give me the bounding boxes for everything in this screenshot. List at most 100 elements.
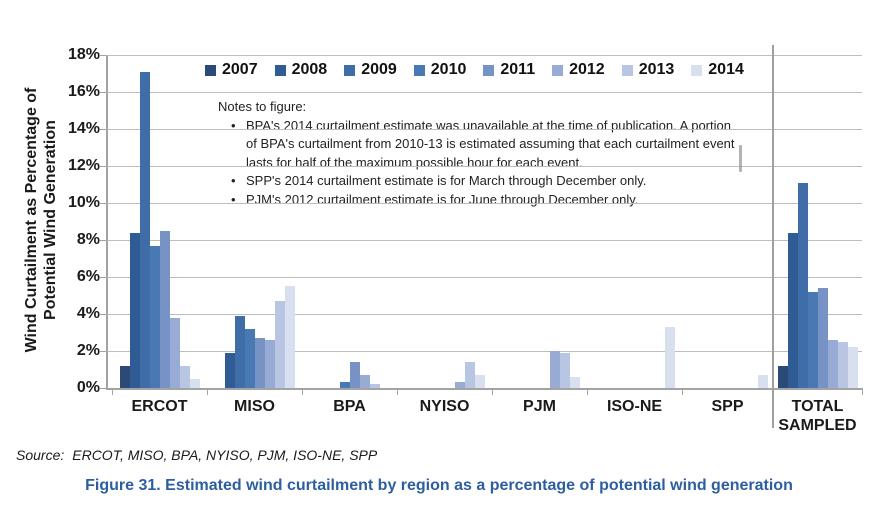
x-axis-label-spp: SPP: [711, 398, 744, 415]
legend-swatch-2010: [413, 64, 425, 76]
region-total-divider-line: [772, 45, 774, 428]
legend-label: 2014: [708, 61, 744, 78]
gridline: [107, 129, 862, 130]
bar-pjm-2013: [559, 352, 570, 388]
legend-item: 2007: [205, 61, 258, 79]
y-axis-tick: [100, 351, 107, 352]
plot-area: 2007 2008 2009 2010 2011 2012 2013 2014 Notes t…: [100, 55, 863, 395]
x-axis-line: [106, 388, 863, 390]
legend-swatch-2008: [274, 64, 286, 76]
bar-nyiso-2013: [464, 362, 475, 388]
x-axis-tick: [302, 390, 303, 395]
y-axis-tick-label: 10%: [67, 194, 100, 211]
legend-swatch-2011: [483, 64, 495, 76]
bar-total-sampled-2011: [817, 288, 828, 388]
bullet-dot-icon: •: [231, 173, 236, 189]
note-bullet: • SPP's 2014 curtailment estimate is for …: [218, 172, 745, 191]
notes-box-edge-artifact: [739, 145, 742, 172]
gridline: [107, 55, 862, 56]
bar-miso-2008: [224, 352, 235, 388]
y-axis-tick-label: 4%: [76, 305, 100, 322]
bar-ercot-2010: [149, 245, 160, 388]
bar-pjm-2012: [549, 351, 560, 388]
gridline: [107, 92, 862, 93]
legend-label: 2007: [222, 61, 258, 78]
x-axis-tick: [862, 390, 863, 395]
bar-total-sampled-2008: [787, 232, 798, 388]
legend-label: 2009: [361, 61, 397, 78]
y-axis-line: [106, 55, 108, 390]
figure-caption: Figure 31. Estimated wind curtailment by…: [85, 477, 793, 494]
y-axis-tick-label: 18%: [67, 46, 100, 63]
gridline: [107, 240, 862, 241]
legend-item: 2011: [483, 61, 535, 79]
bar-total-sampled-2013: [837, 341, 848, 388]
y-axis-tick-label: 14%: [67, 120, 100, 137]
x-axis-label-nyiso: NYISO: [419, 398, 470, 415]
bar-ercot-2009: [139, 71, 150, 388]
bar-bpa-2013: [369, 384, 380, 388]
legend-label: 2010: [430, 61, 467, 78]
legend-item: 2014: [691, 61, 744, 79]
bar-total-sampled-2009: [797, 182, 808, 388]
y-axis-tick: [100, 203, 107, 204]
note-text: BPA's 2014 curtailment estimate was unav…: [246, 117, 735, 170]
bar-miso-2012: [264, 339, 275, 388]
gridline: [107, 351, 862, 352]
x-axis-tick: [587, 390, 588, 395]
gridline: [107, 203, 862, 204]
y-axis-tick-label: 16%: [67, 83, 100, 100]
bullet-dot-icon: •: [231, 191, 236, 207]
legend-item: 2009: [344, 61, 397, 79]
legend-item: 2013: [621, 61, 675, 79]
bar-ercot-2011: [159, 230, 170, 388]
y-axis-tick-label: 6%: [76, 268, 100, 285]
legend-item: 2010: [413, 61, 467, 79]
legend-label: 2008: [291, 61, 328, 78]
notes-title: Notes to figure:: [218, 99, 307, 114]
x-axis-tick: [397, 390, 398, 395]
bar-nyiso-2012: [454, 382, 465, 388]
bar-pjm-2014: [569, 376, 580, 388]
gridline: [107, 277, 862, 278]
x-axis-label-miso: MISO: [234, 398, 275, 415]
y-axis-tick: [100, 314, 107, 315]
bar-total-sampled-2010: [807, 291, 818, 388]
legend-item: 2008: [274, 61, 328, 79]
bar-bpa-2012: [359, 375, 370, 388]
legend-swatch-2009: [344, 64, 356, 76]
bar-bpa-2010: [339, 382, 350, 388]
legend-label: 2013: [638, 61, 675, 78]
legend-swatch-2013: [621, 64, 633, 76]
bar-spp-2014: [757, 375, 768, 388]
bar-nyiso-2014: [474, 375, 485, 388]
gridline: [107, 166, 862, 167]
x-axis-tick: [112, 390, 113, 395]
legend: 2007 2008 2009 2010 2011 2012 2013 2014: [201, 59, 748, 81]
bar-ercot-2007: [119, 365, 130, 388]
y-axis-tick: [100, 388, 107, 389]
x-axis-label-iso-ne: ISO-NE: [606, 398, 663, 415]
y-axis-tick-label: 12%: [67, 157, 100, 174]
bar-ercot-2013: [179, 365, 190, 388]
note-bullet: • PJM's 2012 curtailment estimate is for …: [218, 191, 745, 210]
x-axis-tick: [682, 390, 683, 395]
y-axis-tick-label: 0%: [76, 379, 100, 396]
note-text: PJM's 2012 curtailment estimate is for J…: [246, 191, 639, 207]
source-text: ERCOT, MISO, BPA, NYISO, PJM, ISO-NE, SP…: [72, 447, 378, 463]
bar-total-sampled-2007: [777, 365, 788, 388]
notes-bullet-list: • BPA's 2014 curtailment estimate was una…: [218, 117, 745, 210]
bar-iso-ne-2014: [664, 326, 675, 388]
x-axis-label-bpa: BPA: [333, 398, 366, 415]
x-axis-label-pjm: PJM: [523, 398, 556, 415]
legend-label: 2012: [569, 61, 605, 78]
gridline: [107, 314, 862, 315]
y-axis-tick: [100, 277, 107, 278]
x-axis-tick: [492, 390, 493, 395]
bar-miso-2009: [234, 315, 245, 388]
y-axis-tick: [100, 129, 107, 130]
x-axis-tick: [207, 390, 208, 395]
bar-miso-2013: [274, 301, 285, 388]
y-axis-tick: [100, 92, 107, 93]
